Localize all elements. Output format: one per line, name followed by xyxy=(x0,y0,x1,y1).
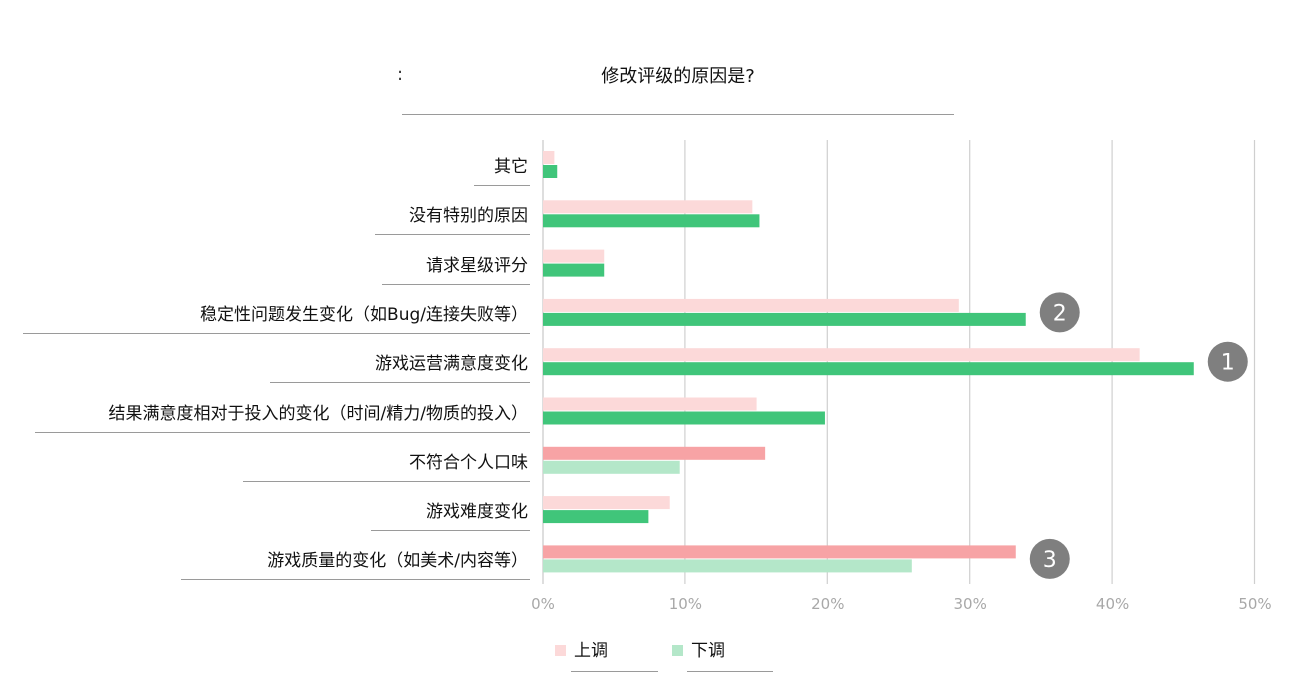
legend-label-up: 上调 xyxy=(574,641,608,661)
bar-down xyxy=(543,362,1194,376)
category-label-underline xyxy=(375,234,530,236)
category-label-underline xyxy=(35,431,530,433)
rank-badge xyxy=(1029,538,1070,579)
bar-up xyxy=(543,200,753,214)
bar-down xyxy=(543,214,760,228)
bar-up xyxy=(543,545,1016,559)
rank-badge-label: 2 xyxy=(1053,301,1067,326)
category-label-underline xyxy=(371,530,530,532)
category-label: 游戏难度变化 xyxy=(426,502,528,523)
x-tick-label: 30% xyxy=(954,595,987,613)
category-label: 游戏质量的变化（如美术/内容等） xyxy=(267,551,528,572)
bar-up xyxy=(543,397,757,411)
rank-badge xyxy=(1039,292,1080,333)
category-label: 不符合个人口味 xyxy=(409,452,528,473)
legend-swatch-down xyxy=(672,645,683,656)
legend-item-down[interactable]: 下调 xyxy=(672,636,725,661)
bar-down xyxy=(543,460,680,474)
category-label: 结果满意度相对于投入的变化（时间/精力/物质的投入） xyxy=(108,403,528,424)
x-tick-label: 0% xyxy=(531,595,555,613)
legend-item-up[interactable]: 上调 xyxy=(555,636,608,661)
bar-down xyxy=(543,165,558,178)
bar-up xyxy=(543,446,766,460)
x-tick-label: 40% xyxy=(1096,595,1129,613)
category-label: 游戏运营满意度变化 xyxy=(375,354,528,375)
legend-swatch-up xyxy=(555,645,566,656)
title-underline xyxy=(402,114,954,115)
legend-down-underline xyxy=(687,671,773,672)
bar-down xyxy=(543,263,605,277)
category-label: 其它 xyxy=(494,157,528,177)
category-label: 稳定性问题发生变化（如Bug/连接失败等） xyxy=(200,304,528,325)
bar-up xyxy=(543,348,1140,362)
category-label-underline xyxy=(382,283,530,285)
category-label: 没有特别的原因 xyxy=(409,206,528,227)
legend-up-underline xyxy=(571,671,658,672)
x-tick-label: 10% xyxy=(669,595,702,613)
category-label-underline xyxy=(181,579,530,581)
bar-down xyxy=(543,559,912,573)
bar-up xyxy=(543,496,670,510)
bar-down xyxy=(543,411,825,425)
rank-badge-label: 3 xyxy=(1043,548,1057,573)
category-label-underline xyxy=(243,480,530,482)
title-colon-mark: : xyxy=(397,64,404,85)
bar-down xyxy=(543,312,1026,326)
bar-up xyxy=(543,249,605,263)
category-label-underline xyxy=(23,332,530,334)
bar-down xyxy=(543,510,649,524)
bar-up xyxy=(543,298,959,312)
x-tick-label: 20% xyxy=(811,595,844,613)
category-label-underline xyxy=(270,382,530,384)
category-label: 请求星级评分 xyxy=(426,255,528,276)
rank-badge xyxy=(1207,341,1248,382)
category-label-underline xyxy=(474,185,530,186)
x-tick-label: 50% xyxy=(1238,595,1271,613)
bar-up xyxy=(543,151,555,164)
legend-label-down: 下调 xyxy=(691,641,725,661)
chart-title: 修改评级的原因是? xyxy=(601,66,755,87)
rank-badge-label: 1 xyxy=(1221,351,1235,376)
